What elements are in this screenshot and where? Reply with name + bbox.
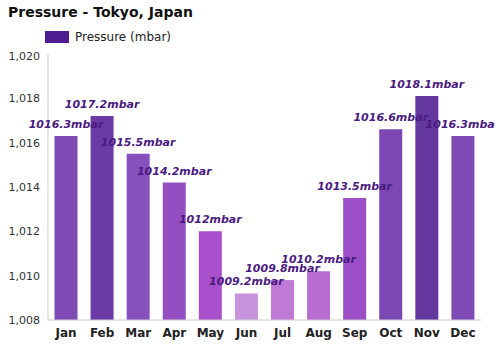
svg-text:Jan: Jan xyxy=(54,326,76,340)
svg-text:1016.3mbar: 1016.3mbar xyxy=(426,118,492,131)
svg-text:1016.6mbar: 1016.6mbar xyxy=(353,111,428,124)
svg-text:1013.5mbar: 1013.5mbar xyxy=(317,180,392,193)
svg-text:1016.3mbar: 1016.3mbar xyxy=(29,118,104,131)
svg-text:May: May xyxy=(197,326,225,340)
svg-text:1,016: 1,016 xyxy=(9,137,41,150)
svg-text:Dec: Dec xyxy=(450,326,475,340)
svg-text:Jun: Jun xyxy=(235,326,258,340)
svg-text:1,012: 1,012 xyxy=(9,225,41,238)
svg-text:Jul: Jul xyxy=(273,326,291,340)
svg-text:Apr: Apr xyxy=(162,326,186,340)
html-text:Pressure - Tokyo, Japan: Pressure - Tokyo, Japan xyxy=(8,4,193,20)
svg-text:1,014: 1,014 xyxy=(9,181,41,194)
svg-text:Mar: Mar xyxy=(125,326,151,340)
svg-text:1,010: 1,010 xyxy=(9,270,41,283)
svg-text:Nov: Nov xyxy=(414,326,440,340)
svg-text:1009.8mbar: 1009.8mbar xyxy=(245,262,320,276)
svg-text:1,008: 1,008 xyxy=(9,314,41,327)
svg-text:1009.2mbar: 1009.2mbar xyxy=(209,275,284,288)
svg-text:Sep: Sep xyxy=(342,326,368,340)
svg-text:Feb: Feb xyxy=(90,326,115,340)
svg-text:1012mbar: 1012mbar xyxy=(179,213,242,226)
svg-text:1015.5mbar: 1015.5mbar xyxy=(101,136,176,149)
svg-text:1014.2mbar: 1014.2mbar xyxy=(137,165,212,178)
svg-text:Oct: Oct xyxy=(379,326,402,340)
svg-text:1,020: 1,020 xyxy=(9,50,41,63)
svg-text:1010.2mbar: 1010.2mbar xyxy=(281,253,356,266)
html-text:Pressure (mbar): Pressure (mbar) xyxy=(75,30,171,44)
svg-text:1018.1mbar: 1018.1mbar xyxy=(390,78,465,91)
svg-text:1,018: 1,018 xyxy=(9,92,41,105)
svg-text:Aug: Aug xyxy=(305,326,331,340)
svg-text:1017.2mbar: 1017.2mbar xyxy=(65,98,140,111)
